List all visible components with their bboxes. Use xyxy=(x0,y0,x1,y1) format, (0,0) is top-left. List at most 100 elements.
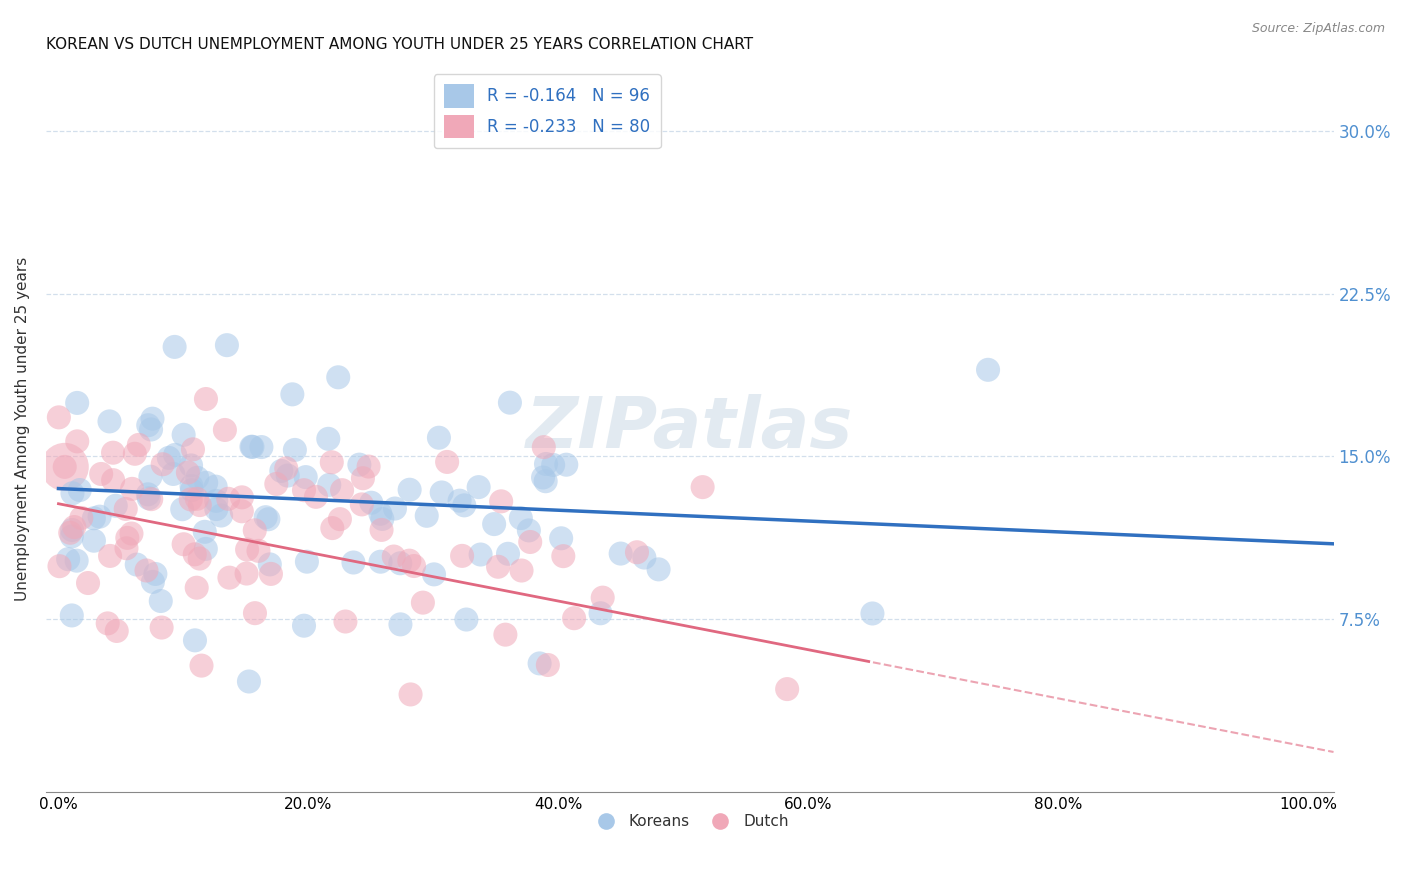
Y-axis label: Unemployment Among Youth under 25 years: Unemployment Among Youth under 25 years xyxy=(15,257,30,601)
Point xyxy=(240,440,263,454)
Point xyxy=(250,440,273,454)
Point xyxy=(295,555,318,569)
Point xyxy=(181,483,204,498)
Point xyxy=(562,611,585,625)
Point xyxy=(266,477,288,491)
Point xyxy=(609,547,631,561)
Point xyxy=(862,607,884,621)
Point xyxy=(553,549,575,563)
Point xyxy=(647,562,669,576)
Point xyxy=(402,559,425,574)
Point xyxy=(350,497,373,511)
Point xyxy=(180,479,202,493)
Point xyxy=(305,490,328,504)
Point xyxy=(270,464,292,478)
Point xyxy=(60,523,83,537)
Point xyxy=(423,567,446,582)
Point xyxy=(205,502,228,516)
Point xyxy=(486,559,509,574)
Point xyxy=(243,606,266,620)
Point xyxy=(416,508,439,523)
Point xyxy=(349,458,371,472)
Point xyxy=(389,556,412,570)
Point xyxy=(589,607,612,621)
Point xyxy=(59,525,82,540)
Point xyxy=(101,473,124,487)
Point xyxy=(139,422,162,436)
Point xyxy=(215,338,238,352)
Point xyxy=(370,507,392,521)
Point xyxy=(142,574,165,589)
Point xyxy=(384,501,406,516)
Point xyxy=(115,541,138,556)
Point xyxy=(97,616,120,631)
Point xyxy=(977,363,1000,377)
Point xyxy=(128,438,150,452)
Point xyxy=(517,524,540,538)
Point xyxy=(194,524,217,539)
Point xyxy=(243,524,266,538)
Point xyxy=(254,510,277,524)
Point xyxy=(63,520,86,534)
Point xyxy=(181,442,204,457)
Point xyxy=(371,512,394,526)
Point xyxy=(83,533,105,548)
Text: Source: ZipAtlas.com: Source: ZipAtlas.com xyxy=(1251,22,1385,36)
Point xyxy=(776,682,799,697)
Text: ZIPatlas: ZIPatlas xyxy=(526,394,853,464)
Point xyxy=(276,461,298,475)
Point xyxy=(398,483,420,497)
Point xyxy=(152,457,174,471)
Point xyxy=(48,559,70,574)
Point xyxy=(186,491,208,506)
Point xyxy=(489,494,512,508)
Point xyxy=(195,475,218,490)
Point xyxy=(141,492,163,507)
Point xyxy=(692,480,714,494)
Point xyxy=(238,674,260,689)
Point xyxy=(352,471,374,485)
Point xyxy=(292,618,315,632)
Point xyxy=(236,542,259,557)
Point xyxy=(451,549,474,563)
Point xyxy=(60,529,83,543)
Point xyxy=(66,396,89,410)
Point xyxy=(177,466,200,480)
Point xyxy=(150,621,173,635)
Point xyxy=(316,432,339,446)
Point xyxy=(217,491,239,506)
Point xyxy=(329,512,352,526)
Point xyxy=(141,411,163,425)
Point xyxy=(60,608,83,623)
Point xyxy=(117,531,139,545)
Point xyxy=(66,434,89,449)
Point xyxy=(382,549,405,564)
Point xyxy=(436,455,458,469)
Point xyxy=(510,564,533,578)
Point xyxy=(70,511,93,525)
Point xyxy=(98,414,121,428)
Point xyxy=(284,442,307,457)
Point xyxy=(231,491,253,505)
Point xyxy=(139,469,162,483)
Point xyxy=(98,549,121,563)
Point xyxy=(494,627,516,641)
Point xyxy=(136,418,159,433)
Point xyxy=(188,498,211,512)
Point xyxy=(184,547,207,561)
Point xyxy=(467,480,489,494)
Point xyxy=(188,551,211,566)
Point xyxy=(124,447,146,461)
Point xyxy=(430,485,453,500)
Point xyxy=(204,480,226,494)
Point xyxy=(194,392,217,406)
Point xyxy=(470,548,492,562)
Point xyxy=(163,340,186,354)
Point xyxy=(136,487,159,501)
Point xyxy=(218,571,240,585)
Point xyxy=(259,558,281,572)
Point xyxy=(214,423,236,437)
Point xyxy=(555,458,578,472)
Point xyxy=(135,564,157,578)
Point xyxy=(357,459,380,474)
